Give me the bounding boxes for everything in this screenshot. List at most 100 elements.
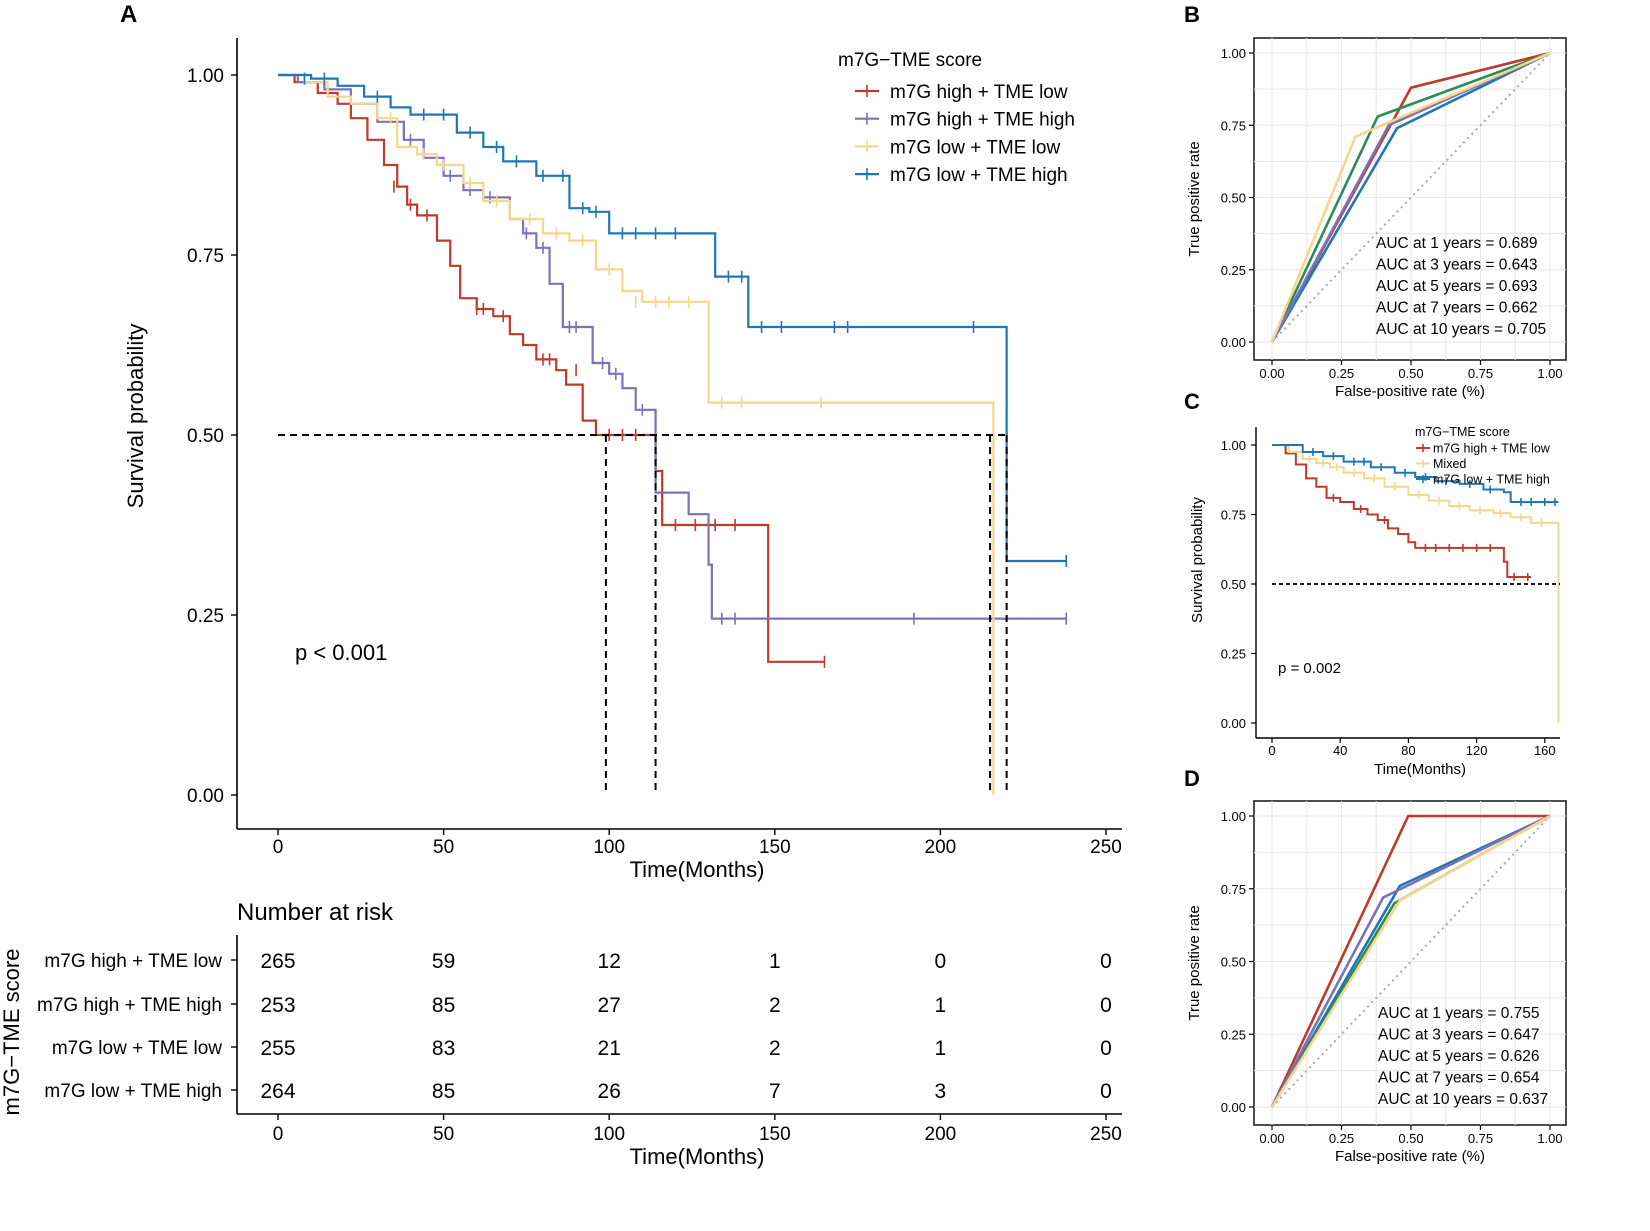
roc-curve-blue	[1270, 51, 1551, 343]
x-tick-label: 0	[273, 1124, 284, 1145]
x-tick-label: 50	[433, 1124, 454, 1145]
x-tick-label: 40	[1333, 743, 1347, 758]
panel-c: C 0.00 0.25 0.50 0.75 1.00 0 40 80 120 160 Time(Mon…	[1184, 389, 1560, 778]
risk-count: 21	[598, 1037, 621, 1060]
y-tick-label: 0.00	[187, 786, 224, 807]
legend-label: m7G low + TME high	[890, 165, 1068, 186]
risk-y-axis-title: m7G−TME score	[0, 949, 24, 1116]
risk-count: 1	[935, 994, 947, 1017]
y-tick-label: 1.00	[187, 66, 224, 87]
risk-count: 1	[935, 1037, 947, 1060]
x-tick-label: 0.00	[1259, 366, 1284, 381]
panel-label: D	[1184, 766, 1200, 791]
roc-curve-yellow	[1270, 814, 1551, 1108]
risk-count: 7	[769, 1080, 781, 1103]
x-tick-label: 1.00	[1537, 1131, 1562, 1146]
y-tick-label: 0.50	[187, 426, 224, 447]
reference-diagonal	[1271, 52, 1551, 343]
auc-label: AUC at 5 years = 0.626	[1378, 1048, 1540, 1065]
km-series-blue	[278, 72, 1068, 567]
y-axis-title: Survival probability	[123, 324, 148, 509]
risk-row: m7G high + TME low 265 59 12 1 0 0	[44, 950, 1111, 973]
x-tick-label: 160	[1534, 743, 1556, 758]
y-tick-label: 0.50	[1221, 191, 1246, 206]
panel-label-c: C	[1184, 389, 1200, 414]
legend-label: m7G high + TME low	[890, 82, 1068, 103]
risk-row-label: m7G low + TME high	[44, 1081, 222, 1102]
auc-label: AUC at 5 years = 0.693	[1376, 278, 1538, 295]
auc-label: AUC at 7 years = 0.654	[1378, 1070, 1540, 1087]
y-tick-label: 0.25	[187, 606, 224, 627]
y-tick-label: 0.50	[1221, 955, 1246, 970]
auc-label: AUC at 7 years = 0.662	[1376, 300, 1538, 317]
x-tick-label: 250	[1090, 837, 1122, 858]
legend-a: m7G−TME score m7G high + TME low m7G high …	[838, 50, 1075, 186]
risk-count: 0	[1100, 994, 1112, 1017]
legend-label: m7G low + TME low	[890, 137, 1060, 158]
y-tick-label: 0.50	[1221, 577, 1246, 592]
risk-row-label: m7G high + TME low	[44, 951, 222, 972]
y-tick-label: 0.25	[1221, 1027, 1246, 1042]
y-axis-title: Survival probability	[1189, 497, 1206, 623]
roc-curve-yellow	[1270, 51, 1551, 343]
risk-count: 265	[260, 950, 295, 973]
risk-count: 27	[598, 994, 621, 1017]
risk-table-title: Number at risk	[237, 899, 394, 926]
km-series-yellow	[1272, 444, 1560, 723]
legend-label: m7G low + TME high	[1433, 473, 1550, 487]
roc-curve-red	[1270, 814, 1550, 1108]
survival-curve	[278, 73, 825, 663]
x-tick-label: 150	[759, 837, 791, 858]
x-axis-title: False-positive rate (%)	[1335, 383, 1485, 400]
x-tick-label: 0	[1268, 743, 1275, 758]
x-tick-label: 120	[1466, 743, 1488, 758]
risk-count: 0	[1100, 1037, 1112, 1060]
risk-count: 85	[432, 1080, 455, 1103]
risk-count: 1	[769, 950, 781, 973]
risk-count: 0	[1100, 1080, 1112, 1103]
risk-row-label: m7G low + TME low	[52, 1038, 222, 1059]
x-tick-label: 100	[593, 837, 625, 858]
auc-label: AUC at 10 years = 0.637	[1378, 1091, 1548, 1108]
x-tick-label: 1.00	[1537, 366, 1562, 381]
roc-curve-green	[1270, 51, 1551, 343]
x-tick-label: 0.75	[1468, 366, 1493, 381]
x-tick-label: 0.25	[1329, 1131, 1354, 1146]
panel-label: B	[1184, 2, 1200, 27]
y-tick-label: 0.25	[1221, 263, 1246, 278]
panel-a: A 0.00 0.25 0.50 0.75 1.00 0 50 100 150 200 250 Time…	[120, 1, 1122, 882]
reference-diagonal	[1271, 815, 1551, 1108]
risk-count: 2	[769, 994, 781, 1017]
x-axis-title: False-positive rate (%)	[1335, 1148, 1485, 1165]
risk-row: m7G low + TME high 264 85 26 7 3 0	[44, 1080, 1111, 1103]
x-tick-label: 0.25	[1329, 366, 1354, 381]
x-tick-label: 0.50	[1398, 1131, 1423, 1146]
x-axis-title: Time(Months)	[630, 857, 765, 882]
risk-count: 264	[260, 1080, 295, 1103]
legend-title: m7G−TME score	[1415, 425, 1510, 439]
legend-title: m7G−TME score	[838, 50, 982, 71]
x-tick-label: 0	[273, 837, 284, 858]
y-axis-title: True positive rate	[1186, 905, 1203, 1020]
y-tick-label: 1.00	[1221, 438, 1246, 453]
auc-label: AUC at 3 years = 0.643	[1376, 257, 1538, 274]
x-tick-label: 0.50	[1398, 366, 1423, 381]
y-tick-label: 0.00	[1221, 716, 1246, 731]
risk-count: 12	[598, 950, 621, 973]
risk-count: 3	[935, 1080, 947, 1103]
legend-label: Mixed	[1433, 457, 1466, 471]
legend-label: m7G high + TME high	[890, 110, 1075, 131]
risk-row: m7G low + TME low 255 83 21 2 1 0	[52, 1037, 1112, 1060]
survival-curve	[1272, 444, 1560, 723]
survival-curve	[1272, 444, 1532, 579]
legend-label: m7G high + TME low	[1433, 442, 1551, 456]
y-tick-label: 0.25	[1221, 647, 1246, 662]
x-tick-label: 150	[759, 1124, 791, 1145]
y-tick-label: 0.75	[1221, 508, 1246, 523]
auc-label: AUC at 10 years = 0.705	[1376, 321, 1546, 338]
survival-curve	[1272, 444, 1559, 503]
panel-label-a: A	[120, 1, 137, 28]
km-series-yellow	[278, 73, 995, 795]
